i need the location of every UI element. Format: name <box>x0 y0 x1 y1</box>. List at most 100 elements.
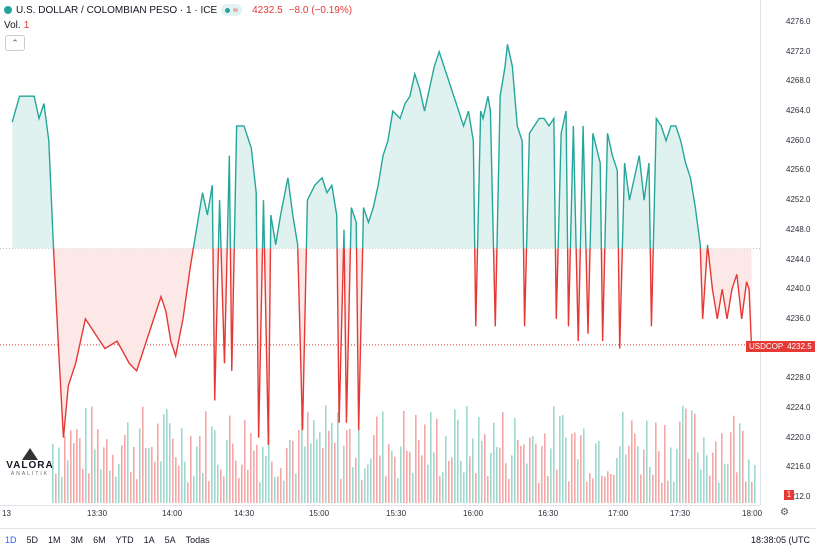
volume-bar <box>259 482 261 503</box>
time-tick-label: 15:30 <box>386 509 407 518</box>
volume-bar <box>289 439 291 503</box>
volume-bar <box>457 419 459 503</box>
volume-bar <box>619 446 621 503</box>
volume-bar <box>379 455 381 503</box>
volume-bar <box>496 447 498 503</box>
volume-bar <box>202 472 204 503</box>
utc-clock[interactable]: 18:38:05 (UTC <box>750 535 810 545</box>
volume-bar <box>355 457 357 503</box>
range-1d-button[interactable]: 1D <box>5 535 17 545</box>
volume-bar <box>526 463 528 503</box>
volume-bar <box>463 472 465 503</box>
eye-icon[interactable]: ≈ <box>221 4 243 16</box>
volume-bar <box>352 466 354 503</box>
volume-bar <box>679 421 681 503</box>
last-value: 4232.5 <box>252 4 283 16</box>
price-tick-label: 4228.0 <box>786 373 811 383</box>
time-axis[interactable]: 13 13:30 14:00 14:30 15:00 15:30 16:00 16:30 17:… <box>0 505 762 522</box>
volume-bar <box>178 465 180 503</box>
volume-bar <box>64 435 66 503</box>
symbol-title[interactable]: U.S. DOLLAR / COLOMBIAN PESO · 1 · ICE <box>16 4 218 16</box>
volume-bar <box>358 406 360 503</box>
range-1m-button[interactable]: 1M <box>48 535 61 545</box>
volume-badge: 1 <box>784 490 794 500</box>
volume-bar <box>523 444 525 503</box>
volume-bar <box>481 440 483 503</box>
volume-bar <box>676 448 678 503</box>
volume-bar <box>733 415 735 503</box>
volume-bar <box>631 420 633 503</box>
volume-bar <box>574 432 576 503</box>
volume-bar <box>649 466 651 503</box>
price-tick-label: 4216.0 <box>786 462 811 472</box>
volume-bar <box>286 447 288 503</box>
symbol-legend: U.S. DOLLAR / COLOMBIAN PESO · 1 · ICE ≈… <box>4 4 352 16</box>
volume-bar <box>82 468 84 503</box>
volume-bar <box>208 481 210 503</box>
price-tick-label: 4276.0 <box>786 17 811 26</box>
price-axis[interactable]: 4276.0 4272.0 4268.0 4264.0 4260.0 4256.0 4252… <box>760 0 816 505</box>
range-5d-button[interactable]: 5D <box>26 535 39 545</box>
range-all-button[interactable]: Todas <box>185 535 210 545</box>
volume-bar <box>163 414 165 503</box>
volume-bar <box>157 423 159 503</box>
valora-logo: VALORA ANALITIK <box>6 448 54 477</box>
price-tick-label: 4240.0 <box>786 284 811 294</box>
volume-bar <box>67 460 69 503</box>
volume-bar <box>436 418 438 503</box>
volume-bar <box>502 411 504 503</box>
volume-bar <box>337 412 339 503</box>
range-6m-button[interactable]: 6M <box>93 535 106 545</box>
volume-bar <box>487 476 489 503</box>
volume-bar <box>346 430 348 503</box>
volume-bar <box>460 460 462 503</box>
volume-bar <box>376 416 378 503</box>
volume-bar <box>622 411 624 503</box>
volume-bar <box>400 446 402 503</box>
volume-bar <box>670 447 672 503</box>
volume-bar <box>469 456 471 503</box>
volume-bar <box>247 469 249 503</box>
price-chart[interactable] <box>0 0 760 505</box>
volume-bar <box>712 452 714 503</box>
volume-value: 1 <box>23 20 30 31</box>
volume-bar <box>682 405 684 503</box>
volume-bar <box>448 460 450 503</box>
volume-bar <box>184 461 186 503</box>
volume-bar <box>76 429 78 503</box>
volume-bar <box>340 478 342 503</box>
collapse-legend-button[interactable]: ⌃ <box>5 35 25 51</box>
volume-bar <box>706 455 708 503</box>
volume-bar <box>556 469 558 503</box>
volume-bar <box>151 446 153 503</box>
gear-icon[interactable]: ⚙ <box>780 507 789 518</box>
range-ytd-button[interactable]: YTD <box>115 535 134 545</box>
volume-bar <box>565 437 567 503</box>
volume-bar <box>217 464 219 503</box>
volume-bar <box>472 438 474 503</box>
volume-bar <box>439 476 441 503</box>
volume-bar <box>226 440 228 503</box>
volume-bar <box>736 472 738 503</box>
volume-bar <box>190 436 192 503</box>
volume-bar <box>544 433 546 503</box>
volume-bar <box>121 445 123 503</box>
volume-bar <box>442 472 444 503</box>
range-1a-button[interactable]: 1A <box>143 535 155 545</box>
volume-bar <box>490 452 492 503</box>
volume-bar <box>661 482 663 503</box>
volume-bar <box>250 433 252 503</box>
range-5a-button[interactable]: 5A <box>164 535 176 545</box>
volume-bar <box>538 482 540 503</box>
time-tick-label: 14:00 <box>162 509 183 518</box>
volume-bar <box>112 454 114 503</box>
volume-bar <box>517 439 519 503</box>
price-tick-label: 4268.0 <box>786 76 811 86</box>
volume-bar <box>100 469 102 503</box>
price-tick-label: 4212.0 <box>786 492 811 501</box>
volume-bar <box>304 446 306 503</box>
volume-bar <box>214 430 216 503</box>
volume-bar <box>175 457 177 503</box>
range-3m-button[interactable]: 3M <box>70 535 84 545</box>
volume-bar <box>301 410 303 503</box>
